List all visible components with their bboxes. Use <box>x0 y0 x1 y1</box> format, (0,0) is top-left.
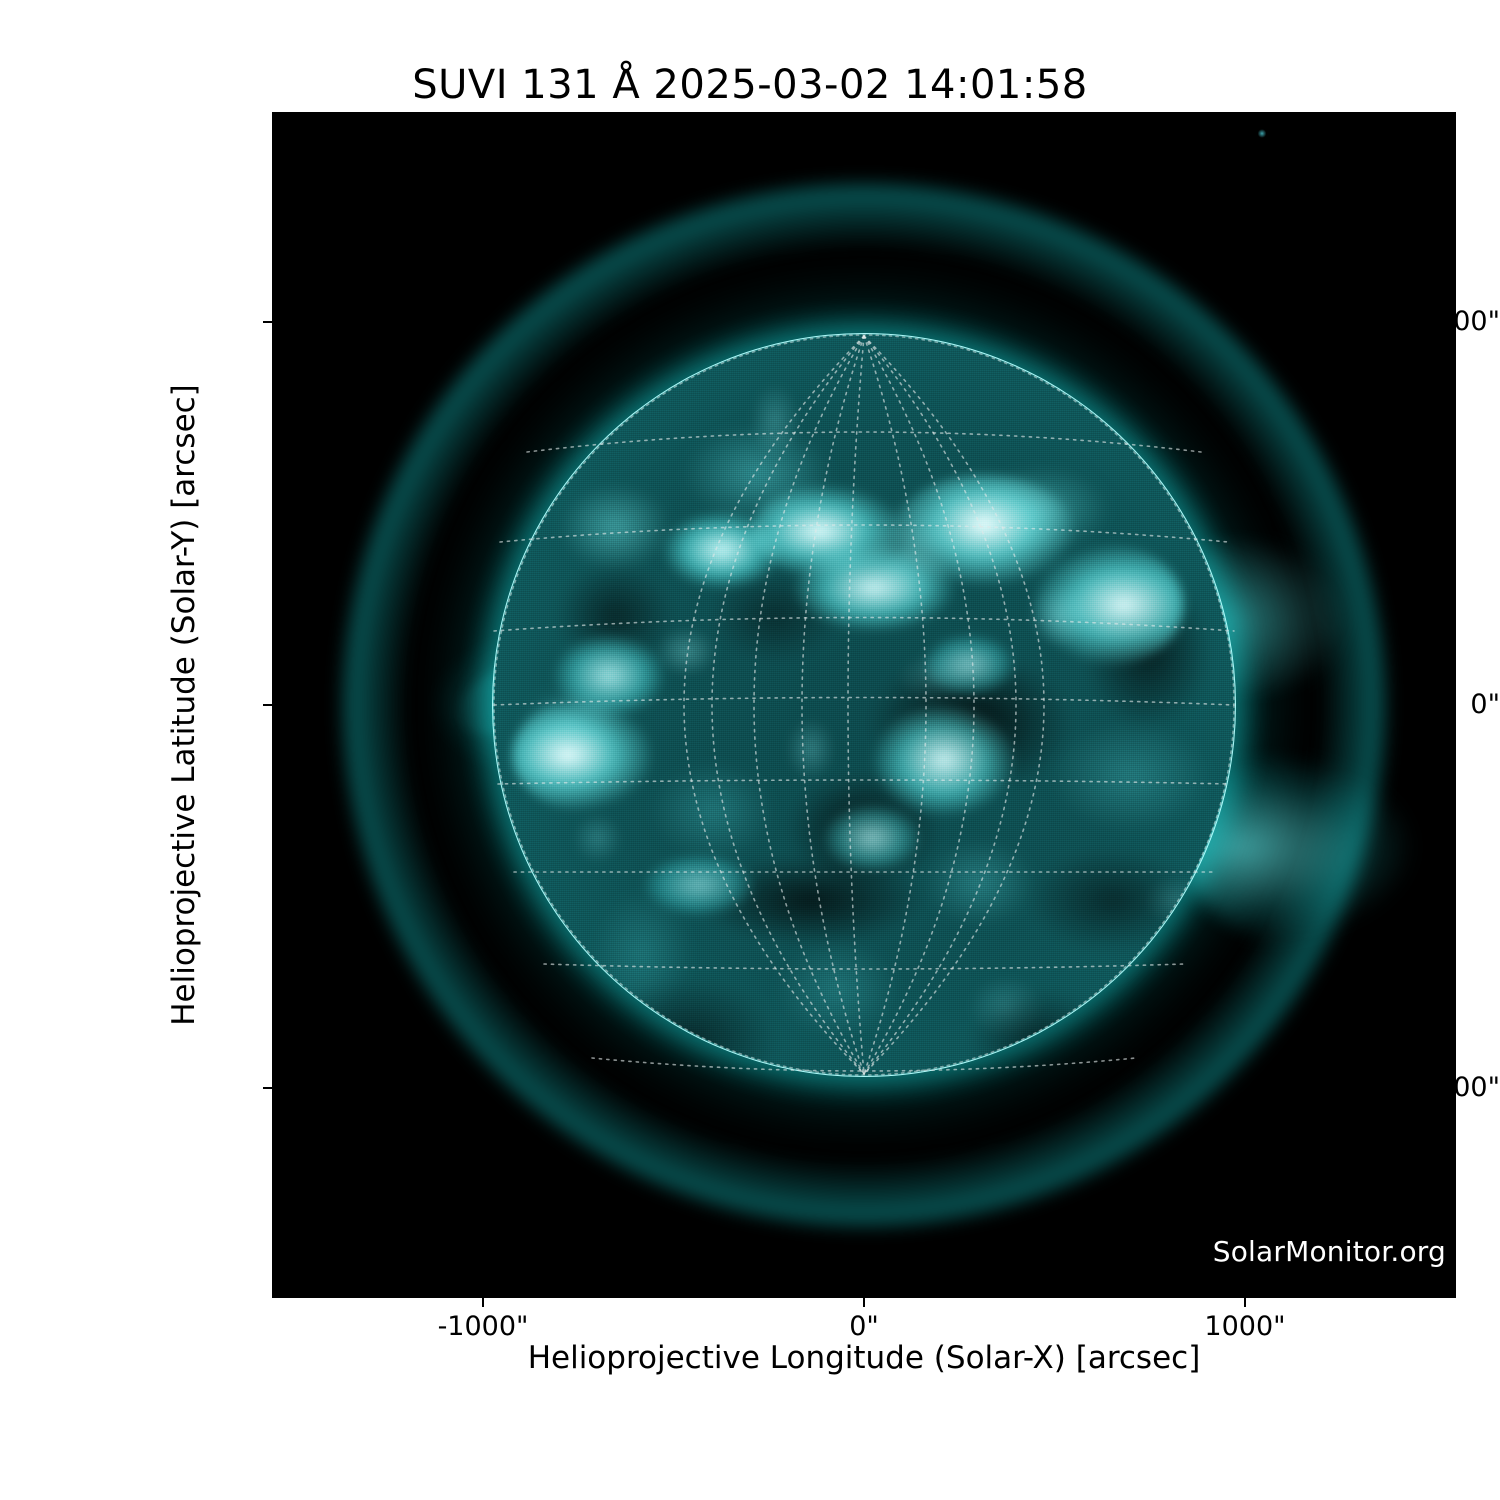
ytick-label-0: 0" <box>1470 689 1500 720</box>
solar-disk <box>494 335 1234 1075</box>
xtick-label-neg1000: -1000" <box>437 1311 529 1342</box>
xtick-mark-neg1000 <box>482 1298 484 1307</box>
sun-rendering <box>272 112 1456 1298</box>
ytick-label-1000: 1000" <box>1418 306 1500 337</box>
solar-image-plot-area: SolarMonitor.org <box>272 112 1456 1298</box>
watermark: SolarMonitor.org <box>1212 1235 1446 1268</box>
xtick-label-0: 0" <box>849 1311 879 1342</box>
ytick-mark-0 <box>263 704 272 706</box>
figure-title: SUVI 131 Å 2025-03-02 14:01:58 <box>412 62 1088 108</box>
xtick-label-1000: 1000" <box>1204 1311 1286 1342</box>
ytick-label-neg1000: -1000" <box>1409 1072 1500 1103</box>
xtick-mark-0 <box>863 1298 865 1307</box>
active-region-east-limb-icon <box>512 700 652 810</box>
xtick-mark-1000 <box>1244 1298 1246 1307</box>
active-region-west-limb-icon <box>1034 545 1184 665</box>
x-axis-label: Helioprojective Longitude (Solar-X) [arc… <box>527 1340 1201 1376</box>
ytick-mark-neg1000 <box>263 1087 272 1089</box>
ytick-mark-1000 <box>263 321 272 323</box>
y-axis-label: Helioprojective Latitude (Solar-Y) [arcs… <box>166 384 202 1026</box>
image-noise-grain <box>494 335 1234 1075</box>
cosmic-ray-artifact-icon <box>1258 129 1266 138</box>
